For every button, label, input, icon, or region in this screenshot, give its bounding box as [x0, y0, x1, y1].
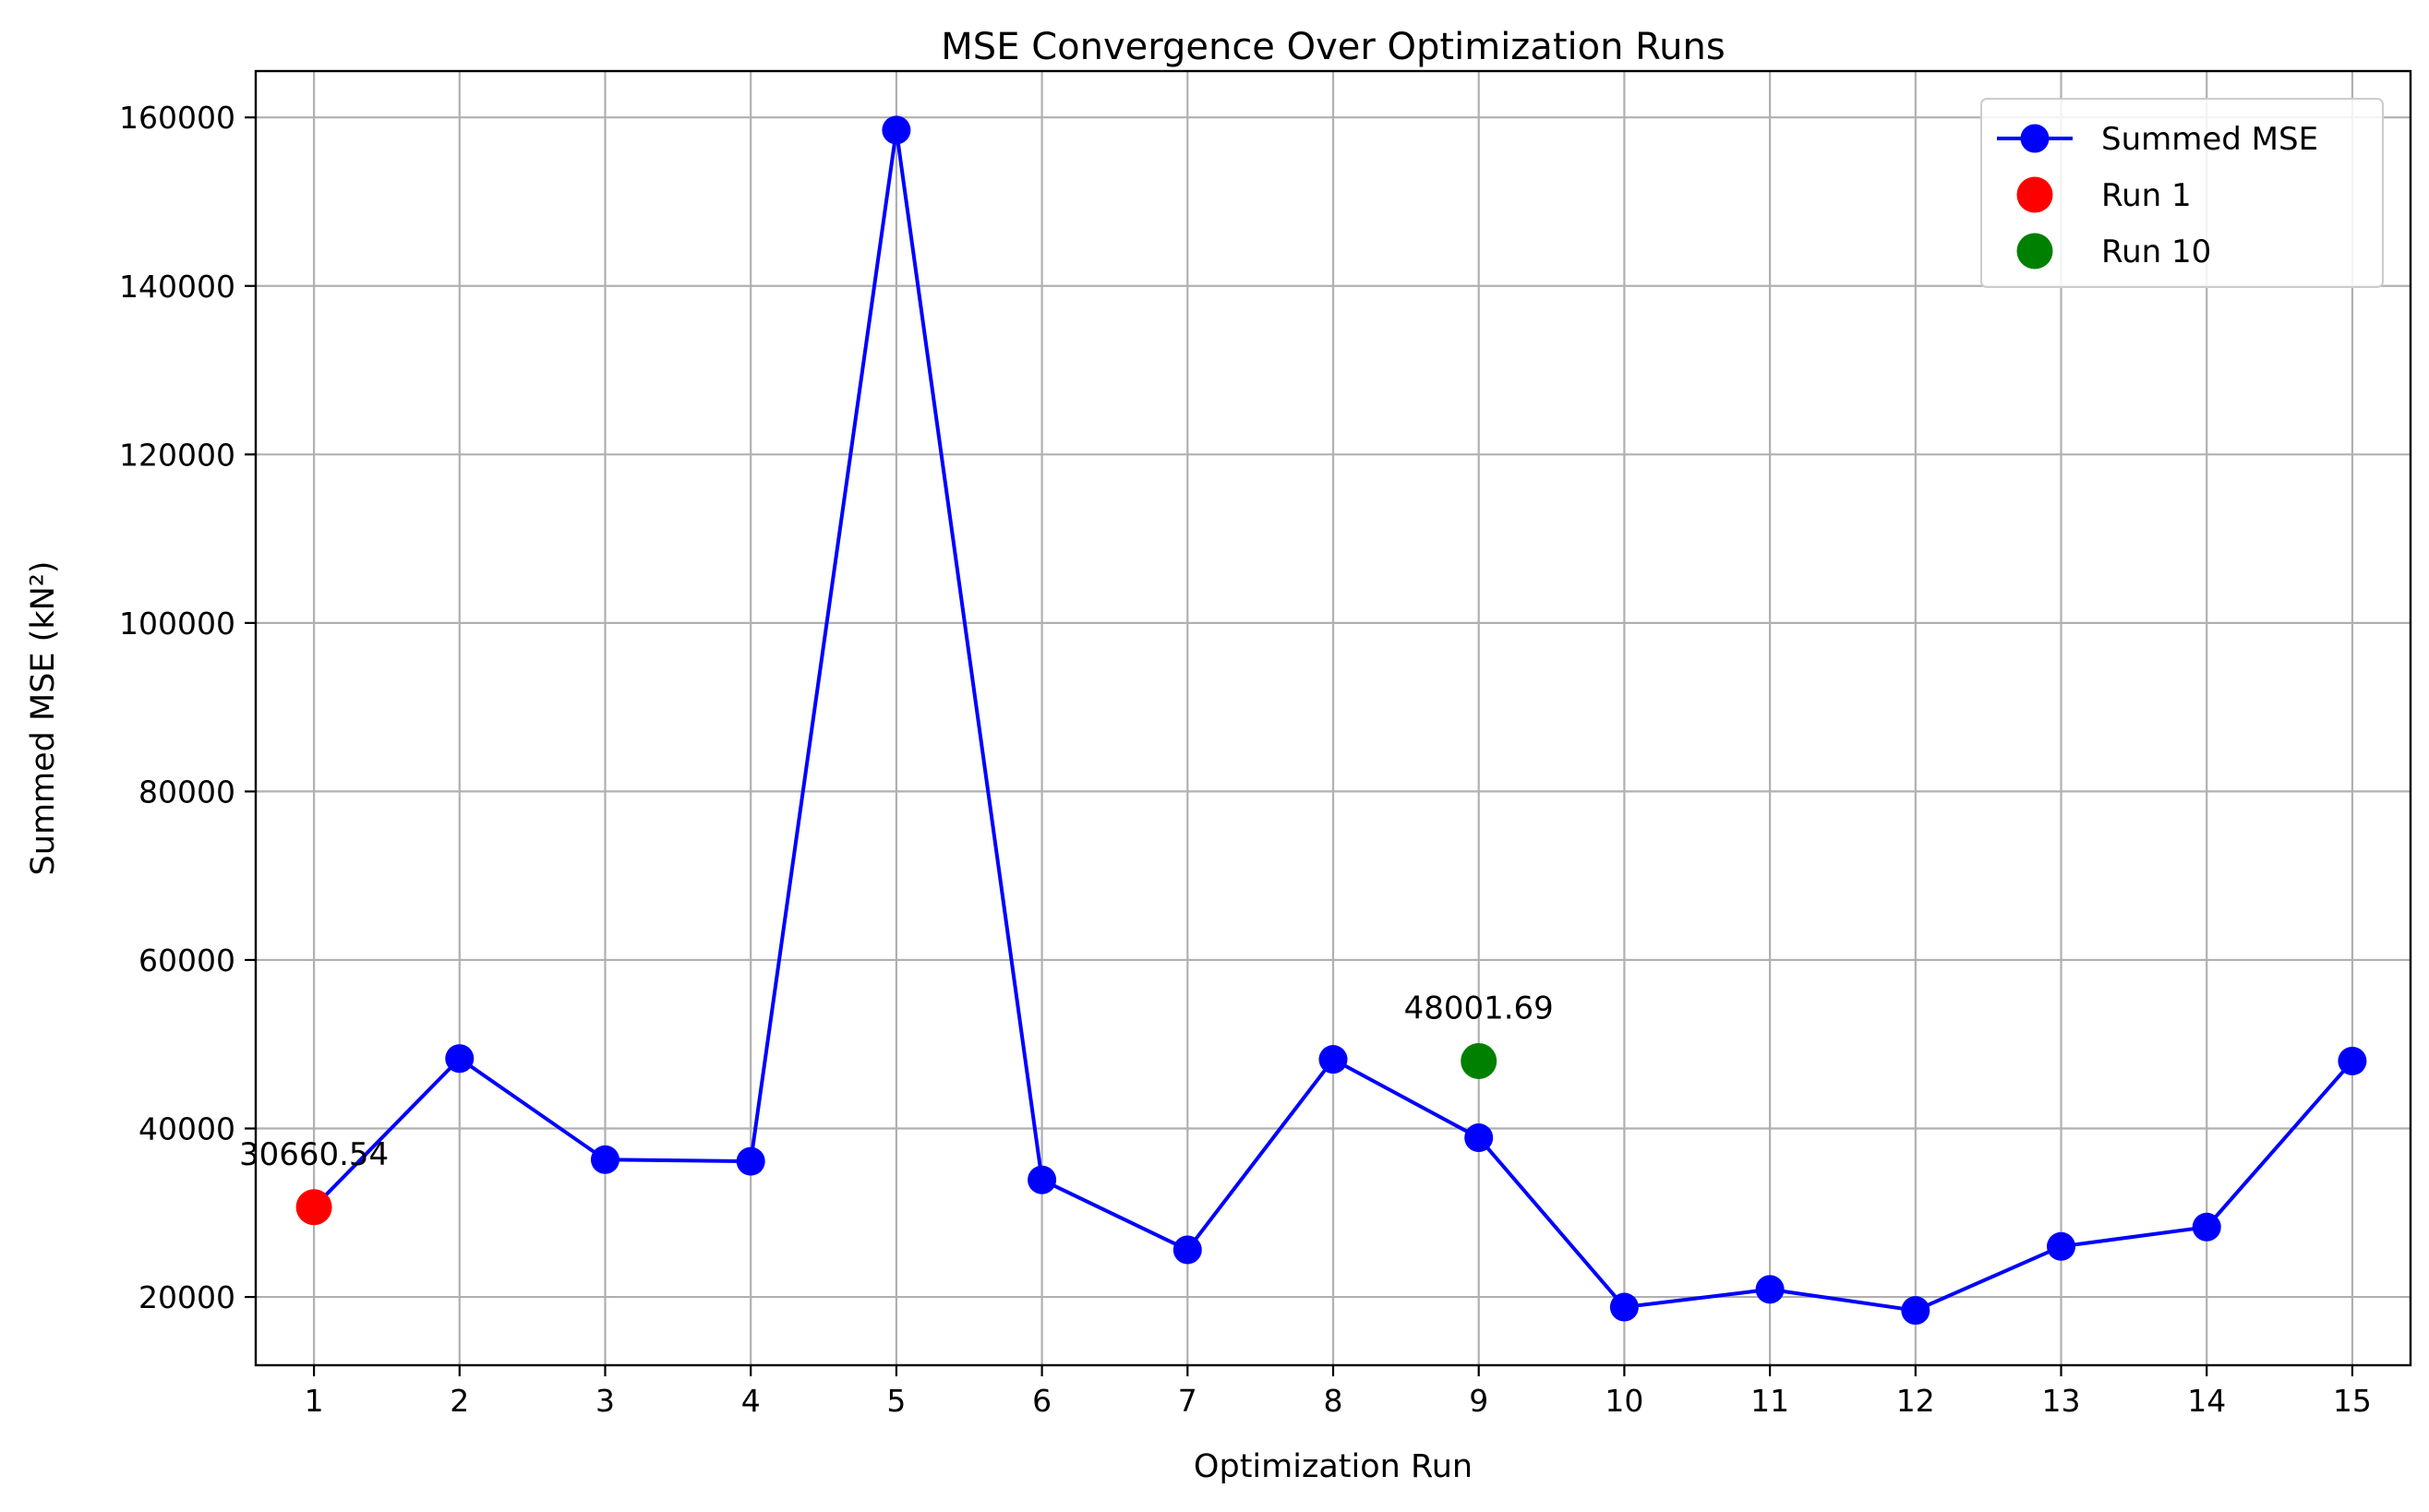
legend-marker	[2016, 233, 2053, 270]
data-point	[1028, 1165, 1057, 1194]
data-point	[2047, 1231, 2076, 1261]
x-tick-label: 9	[1469, 1383, 1488, 1419]
annotation-label: 30660.54	[239, 1136, 389, 1173]
grid	[256, 71, 2411, 1365]
y-tick-label: 60000	[138, 942, 235, 978]
x-tick-label: 2	[450, 1383, 469, 1419]
legend-label: Run 1	[2101, 177, 2192, 214]
y-tick-label: 20000	[138, 1279, 235, 1315]
y-tick-label: 140000	[119, 269, 235, 305]
y-axis: 20000 40000 60000 80000 100000 120000 140000 16…	[119, 100, 256, 1315]
legend-box	[1980, 98, 2384, 288]
x-tick-label: 10	[1605, 1383, 1643, 1419]
y-tick-label: 100000	[119, 606, 235, 642]
x-tick-label: 1	[305, 1383, 324, 1419]
x-tick-label: 11	[1750, 1383, 1789, 1419]
data-point	[1172, 1235, 1202, 1265]
data-point	[736, 1146, 765, 1176]
data-point	[1901, 1296, 1930, 1326]
x-tick-label: 3	[595, 1383, 615, 1419]
data-point	[1464, 1123, 1494, 1153]
x-tick-label: 7	[1178, 1383, 1197, 1419]
highlight-point	[1461, 1042, 1497, 1079]
highlight-point	[295, 1189, 332, 1226]
series-layer	[299, 115, 2367, 1326]
data-point	[1318, 1045, 1348, 1074]
data-point	[590, 1145, 619, 1174]
x-tick-label: 8	[1324, 1383, 1343, 1419]
x-tick-label: 5	[886, 1383, 906, 1419]
y-tick-label: 40000	[138, 1111, 235, 1147]
y-tick-label: 80000	[138, 774, 235, 810]
legend-marker	[2020, 124, 2050, 153]
x-tick-label: 12	[1896, 1383, 1935, 1419]
highlight-layer: 30660.54 48001.69	[239, 990, 1554, 1226]
x-axis-label: Optimization Run	[1194, 1448, 1473, 1485]
data-point	[1609, 1292, 1639, 1322]
legend-label: Run 10	[2101, 234, 2211, 270]
legend-marker	[2016, 176, 2053, 213]
data-point	[882, 115, 911, 145]
data-point	[2338, 1046, 2367, 1075]
x-tick-label: 4	[741, 1383, 761, 1419]
y-tick-label: 160000	[119, 100, 235, 136]
legend: Summed MSE Run 1 Run 10	[1980, 98, 2384, 288]
annotation-label: 48001.69	[1404, 990, 1554, 1026]
data-point	[2192, 1212, 2221, 1242]
data-point	[445, 1044, 475, 1074]
x-tick-label: 14	[2187, 1383, 2226, 1419]
chart-title: MSE Convergence Over Optimization Runs	[941, 26, 1725, 68]
x-tick-label: 13	[2042, 1383, 2081, 1419]
y-axis-label: Summed MSE (kN²)	[25, 561, 62, 876]
x-tick-label: 15	[2333, 1383, 2372, 1419]
y-tick-label: 120000	[119, 437, 235, 473]
legend-label: Summed MSE	[2101, 121, 2318, 158]
x-axis: 1 2 3 4 5 6 7 8 9 10 11 12 13 14 15	[305, 1365, 2372, 1419]
x-tick-label: 6	[1032, 1383, 1052, 1419]
data-point	[1755, 1275, 1785, 1304]
